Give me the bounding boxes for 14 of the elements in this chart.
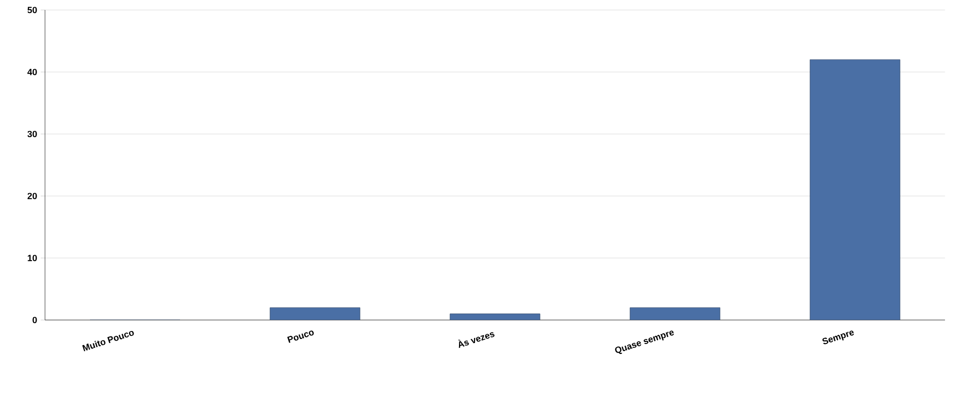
x-tick-label: Muito Pouco — [82, 330, 134, 352]
y-tick-label: 50 — [28, 6, 37, 14]
y-tick-label: 40 — [27, 68, 37, 76]
x-tick-label: Sempre — [822, 330, 854, 344]
bar — [630, 308, 720, 320]
bar — [270, 308, 360, 320]
y-tick-label: 20 — [28, 192, 37, 200]
x-tick-label: Quase sempre — [615, 330, 674, 354]
y-tick-label: 0 — [32, 316, 37, 324]
y-tick-label: 30 — [27, 130, 37, 138]
x-tick-label: Às vezes — [458, 332, 494, 348]
y-tick-label: 10 — [28, 254, 37, 262]
x-tick-label: Pouco — [287, 330, 314, 343]
bar — [810, 59, 900, 320]
